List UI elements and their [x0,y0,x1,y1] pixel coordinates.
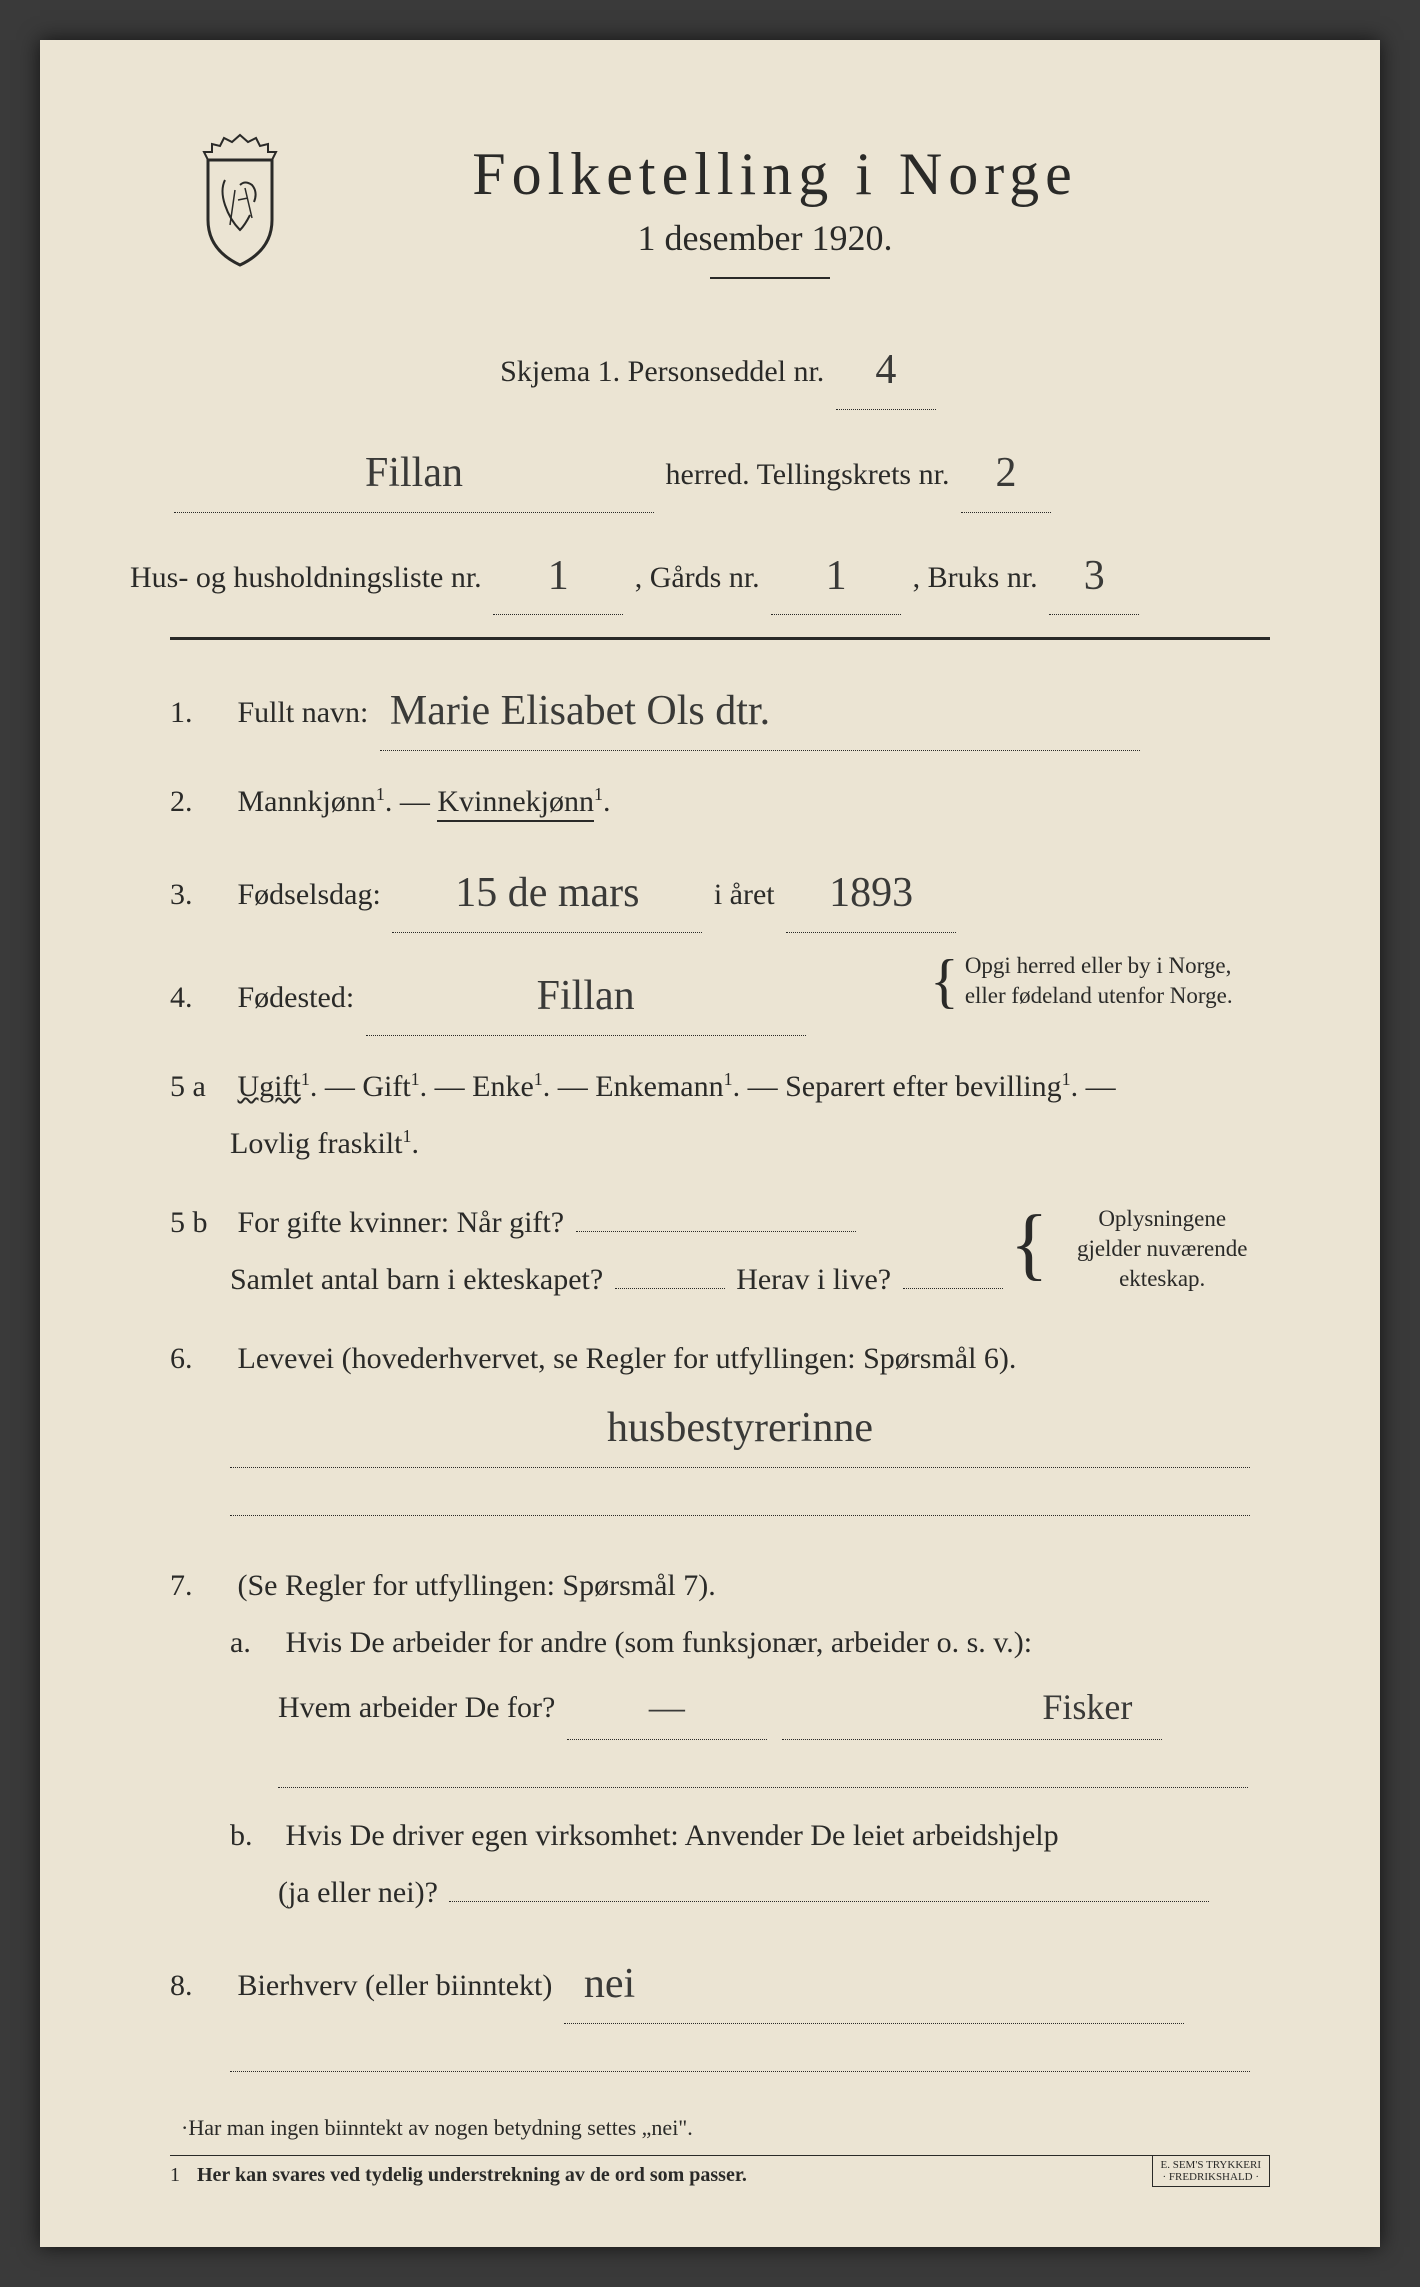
coat-of-arms-icon [190,130,290,270]
q3-label2: i året [714,878,775,911]
q5a-opt6: Lovlig fraskilt [230,1127,402,1160]
q6-label: Levevei (hovederhvervet, se Regler for u… [238,1342,1017,1375]
q7b-label2: (ja eller nei)? [278,1876,438,1909]
q7-label: (Se Regler for utfyllingen: Spørsmål 7). [238,1569,716,1602]
gards-val: 1 [826,553,847,599]
q7a-label2: Hvem arbeider De for? [278,1691,555,1724]
q1-num: 1. [170,684,230,741]
q8-value: nei [584,1961,635,2007]
bruks-label: , Bruks nr. [913,561,1038,594]
q2-opt1: Mannkjønn [238,785,376,818]
q5b-label3: Herav i live? [736,1263,891,1296]
form-line-hushold: Hus- og husholdningsliste nr. 1 , Gårds … [130,535,1270,616]
form-line-skjema: Skjema 1. Personseddel nr. 4 [170,329,1270,410]
bruks-val: 3 [1084,553,1105,599]
census-form-page: Folketelling i Norge 1 desember 1920. Sk… [40,40,1380,2247]
q7a-num: a. [230,1614,278,1671]
q4-row: 4. Fødested: Fillan { Opgi herred eller … [170,955,1270,1036]
q3-val1: 15 de mars [455,870,639,916]
divider-thick [170,637,1270,640]
footnote-1: ·Har man ingen biinntekt av nogen betydn… [170,2115,1270,2141]
q4-num: 4. [170,969,230,1026]
q7a-label1: Hvis De arbeider for andre (som funksjon… [286,1626,1033,1659]
hushold-label: Hus- og husholdningsliste nr. [130,561,482,594]
q4-note: { Opgi herred eller by i Norge, eller fø… [930,951,1270,1011]
q7b-label1: Hvis De driver egen virksomhet: Anvender… [286,1819,1059,1852]
krets-value: 2 [995,450,1016,496]
gards-label: , Gårds nr. [635,561,760,594]
q2-num: 2. [170,773,230,830]
divider [710,277,830,279]
q7-num: 7. [170,1557,230,1614]
q8-num: 8. [170,1957,230,2014]
q6-row: 6. Levevei (hovederhvervet, se Regler fo… [170,1330,1270,1535]
q5b-row: 5 b For gifte kvinner: Når gift? { Oplys… [170,1194,1270,1308]
page-title: Folketelling i Norge [280,140,1270,209]
q5b-num: 5 b [170,1194,230,1251]
q5b-label2: Samlet antal barn i ekteskapet? [230,1263,603,1296]
q8-label: Bierhverv (eller biinntekt) [238,1969,553,2002]
q5a-num: 5 a [170,1058,230,1115]
q2-opt2: Kvinnekjønn [437,785,594,822]
q3-label1: Fødselsdag: [238,878,381,911]
herred-value: Fillan [365,450,463,496]
q7b-num: b. [230,1807,278,1864]
herred-label: herred. Tellingskrets nr. [666,458,950,491]
q5a-opt1: Ugift [238,1070,301,1103]
personseddel-nr: 4 [875,347,896,393]
footnote-2: 1 Her kan svares ved tydelig understrekn… [170,2155,1270,2187]
q7-row: 7. (Se Regler for utfyllingen: Spørsmål … [170,1557,1270,1921]
printer-stamp: E. SEM'S TRYKKERI · FREDRIKSHALD · [1152,2155,1271,2187]
header: Folketelling i Norge 1 desember 1920. [170,140,1270,279]
q7a-value: Fisker [1042,1687,1132,1727]
q6-value: husbestyrerinne [607,1405,873,1451]
q5a-row: 5 a Ugift1. — Gift1. — Enke1. — Enkemann… [170,1058,1270,1172]
skjema-label: Skjema 1. Personseddel nr. [500,355,824,388]
q1-row: 1. Fullt navn: Marie Elisabet Ols dtr. [170,670,1270,751]
q3-val2: 1893 [829,870,913,916]
q1-value: Marie Elisabet Ols dtr. [390,688,770,734]
q6-num: 6. [170,1330,230,1387]
q2-row: 2. Mannkjønn1. — Kvinnekjønn1. [170,773,1270,830]
q5a-opt4: Enkemann [595,1070,723,1103]
form-line-herred: Fillan herred. Tellingskrets nr. 2 [170,432,1270,513]
hushold-val: 1 [548,553,569,599]
q5b-label1: For gifte kvinner: Når gift? [238,1206,565,1239]
q5a-opt5: Separert efter bevilling [785,1070,1062,1103]
q8-row: 8. Bierhverv (eller biinntekt) nei [170,1943,1270,2091]
q5a-opt3: Enke [472,1070,534,1103]
q1-label: Fullt navn: [238,696,369,729]
q5b-note: { Oplysningene gjelder nuværende ekteska… [1010,1204,1270,1294]
q5a-opt2: Gift [362,1070,410,1103]
q4-label: Fødested: [238,981,355,1014]
page-subtitle: 1 desember 1920. [260,217,1270,259]
q3-row: 3. Fødselsdag: 15 de mars i året 1893 [170,852,1270,933]
q4-value: Fillan [537,973,635,1019]
q3-num: 3. [170,866,230,923]
